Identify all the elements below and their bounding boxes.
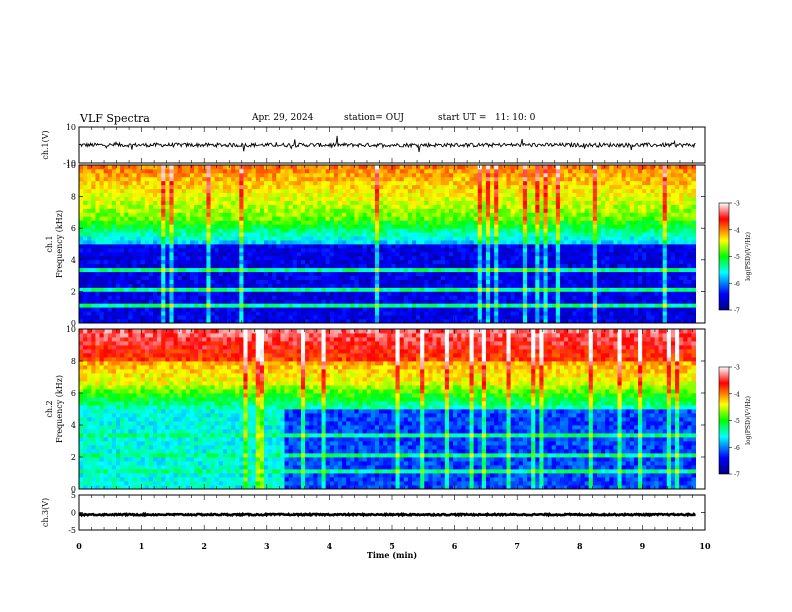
ch1-waveform-ytick-label: 10 xyxy=(66,123,76,132)
x-tick-label: 7 xyxy=(514,541,520,551)
ch1-spectrogram-colorbar-tick-label: -7 xyxy=(734,308,740,315)
ch2-spectrogram-colorbar-tick-label: -4 xyxy=(734,391,740,398)
ch2-spectrogram-colorbar-tick-label: -6 xyxy=(734,445,740,452)
ch3-waveform-ylabel: ch.3(V) xyxy=(41,498,50,527)
ch3-waveform-trace xyxy=(78,511,696,518)
x-axis-label: Time (min) xyxy=(367,550,417,560)
ch2-spectrogram-ytick-label: 10 xyxy=(66,325,76,334)
date-label: Apr. 29, 2024 xyxy=(252,113,314,123)
x-tick-label: 5 xyxy=(389,541,395,551)
x-tick-label: 8 xyxy=(577,541,583,551)
ch1-spectrogram-colorbar-tick-label: -5 xyxy=(734,254,740,261)
ch1-spectrogram-ylabel-channel: ch.1 xyxy=(45,235,54,252)
ch2-spectrogram-cells xyxy=(79,329,697,490)
ch3-waveform-frame xyxy=(78,494,706,531)
station-label: station= OUJ xyxy=(344,113,405,123)
ch3-waveform-ytick-label: 5 xyxy=(71,491,76,500)
ch2-spectrogram-ytick-label: 6 xyxy=(71,389,76,398)
ch1-waveform-ylabel: ch.1(V) xyxy=(41,130,50,159)
x-tick-label: 1 xyxy=(139,541,145,551)
ch1-spectrogram-colorbar-tick-label: -6 xyxy=(734,281,740,288)
x-tick-label: 10 xyxy=(699,541,711,551)
ch2-spectrogram-colorbar-tick-label: -3 xyxy=(734,365,740,372)
start-time-label: start UT = 11: 10: 0 xyxy=(438,113,536,123)
ch2-spectrogram-colorbar-label: log(PSD)(V²/Hz) xyxy=(745,396,752,445)
ch2-spectrogram-panel: -3 -4 -5 -6 -7 log(PSD)(V²/Hz) ch.2 Frequency (… xyxy=(45,325,752,494)
ch1-spectrogram-ylabel-frequency: Frequency (kHz) xyxy=(55,210,64,278)
ch1-waveform-trace xyxy=(78,135,696,153)
ch1-spectrogram-cells xyxy=(79,165,697,324)
ch2-spectrogram-ytick-label: 8 xyxy=(71,357,76,366)
ch1-spectrogram-colorbar xyxy=(718,202,730,311)
chart-title: VLF Spectra xyxy=(80,112,150,125)
ch2-spectrogram-ylabel-channel: ch.2 xyxy=(45,400,54,417)
ch1-spectrogram-ytick-label: 10 xyxy=(66,161,76,170)
ch1-spectrogram-colorbar-tick-label: -3 xyxy=(734,201,740,208)
ch2-spectrogram-colorbar-tick-label: -5 xyxy=(734,418,740,425)
ch1-spectrogram-ytick-label: 2 xyxy=(71,287,76,296)
x-tick-label: 6 xyxy=(452,541,458,551)
x-tick-label: 9 xyxy=(640,541,646,551)
ch2-spectrogram-colorbar-tick-label: -7 xyxy=(734,472,740,479)
ch3-waveform-ytick-label: -5 xyxy=(68,526,76,535)
ch1-spectrogram-ytick-label: 4 xyxy=(71,256,76,265)
ch1-spectrogram-colorbar-tick-label: -4 xyxy=(734,227,740,234)
ch2-spectrogram-colorbar xyxy=(718,366,730,475)
ch2-spectrogram-ytick-label: 0 xyxy=(71,485,76,494)
ch1-spectrogram-ytick-label: 6 xyxy=(71,224,76,233)
ch1-spectrogram-ytick-label: 0 xyxy=(71,319,76,328)
ch1-spectrogram-panel: -3 -4 -5 -6 -7 log(PSD)(V²/Hz) ch.1 Frequency (… xyxy=(45,161,752,328)
x-tick-label: 3 xyxy=(264,541,270,551)
ch2-spectrogram-ytick-label: 2 xyxy=(71,453,76,462)
ch1-waveform-ytick-label: -10 xyxy=(63,159,76,168)
ch1-waveform-panel: ch.1(V)10-10 xyxy=(41,123,706,168)
ch2-spectrogram-ylabel-frequency: Frequency (kHz) xyxy=(55,375,64,443)
x-tick-label: 4 xyxy=(327,541,333,551)
ch1-spectrogram-ytick-label: 8 xyxy=(71,193,76,202)
ch3-waveform-ytick-label: 0 xyxy=(71,509,76,518)
ch2-spectrogram-ytick-label: 4 xyxy=(71,421,76,430)
x-tick-label: 2 xyxy=(201,541,207,551)
ch3-waveform-panel: ch.3(V) 5 0 -5 xyxy=(41,491,706,535)
ch1-spectrogram-colorbar-label: log(PSD)(V²/Hz) xyxy=(745,232,752,281)
x-tick-label: 0 xyxy=(76,541,82,551)
